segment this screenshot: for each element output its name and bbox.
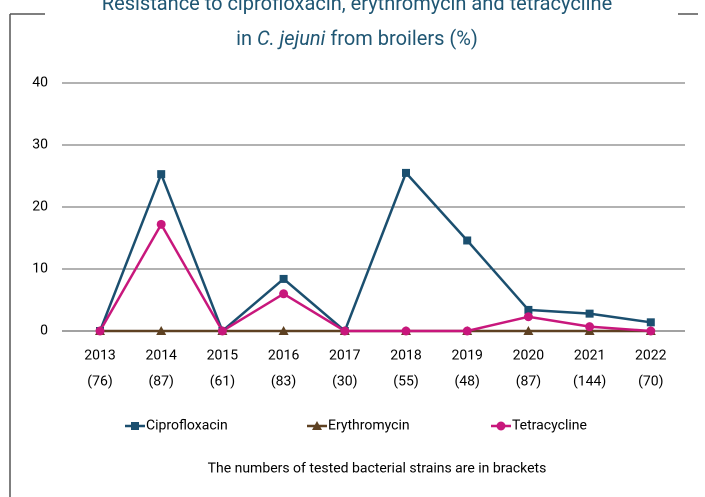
marker-circle <box>156 219 166 229</box>
marker-circle <box>496 421 506 431</box>
x-tick-sublabel: (83) <box>271 374 296 390</box>
marker-square <box>131 422 139 430</box>
marker-square <box>402 168 410 177</box>
x-tick-sublabel: (55) <box>393 374 418 390</box>
marker-square <box>585 309 594 318</box>
marker-triangle <box>523 326 534 335</box>
x-tick-sublabel: (30) <box>332 374 357 390</box>
x-tick-sublabel: (48) <box>454 374 479 390</box>
x-tick-label: 2019 <box>451 348 482 364</box>
x-tick-sublabel: (87) <box>148 374 173 390</box>
title-part: from broilers (%) <box>325 26 477 50</box>
legend-label: Ciprofloxacin <box>146 418 228 434</box>
footnote: The numbers of tested bacterial strains … <box>208 461 547 477</box>
marker-circle <box>279 289 289 299</box>
series-line <box>98 221 651 333</box>
legend-item: Ciprofloxacin <box>125 418 228 434</box>
x-tick-label: 2014 <box>145 348 177 364</box>
title-part: Resistance to ciprofloxacin, erythromyci… <box>102 0 612 15</box>
x-tick-label: 2013 <box>84 348 115 364</box>
x-tick-label: 2016 <box>268 348 300 364</box>
x-tick-sublabel: (61) <box>210 374 235 390</box>
y-tick-label: 0 <box>40 323 48 339</box>
marker-circle <box>646 326 656 336</box>
marker-circle <box>523 312 533 322</box>
title-part: C. jejuni <box>257 26 326 50</box>
marker-square <box>646 318 655 327</box>
chart-title: Resistance to ciprofloxacin, erythromyci… <box>102 0 612 15</box>
x-tick-label: 2015 <box>207 348 239 364</box>
y-tick-label: 20 <box>32 199 48 215</box>
series-line <box>98 170 651 334</box>
marker-square <box>279 274 288 283</box>
marker-circle <box>340 326 350 336</box>
y-tick-label: 40 <box>32 75 48 91</box>
marker-circle <box>462 326 472 336</box>
x-tick-sublabel: (76) <box>87 374 112 390</box>
marker-circle <box>401 326 411 336</box>
title-part: in <box>236 26 257 50</box>
y-tick-label: 30 <box>32 137 48 153</box>
x-tick-sublabel: (144) <box>573 374 606 390</box>
marker-square <box>524 305 533 314</box>
x-tick-label: 2021 <box>574 348 605 364</box>
x-tick-label: 2020 <box>513 348 545 364</box>
legend-label: Erythromycin <box>328 418 410 434</box>
legend-item: Tetracycline <box>491 418 587 434</box>
marker-circle <box>95 326 105 336</box>
legend-item: Erythromycin <box>307 418 410 434</box>
legend-label: Tetracycline <box>512 418 587 434</box>
marker-triangle <box>312 421 322 430</box>
marker-triangle <box>156 326 167 335</box>
marker-circle <box>217 326 227 336</box>
marker-square <box>463 236 472 245</box>
y-tick-label: 10 <box>32 261 48 277</box>
marker-circle <box>585 322 595 332</box>
x-tick-label: 2018 <box>390 348 422 364</box>
x-tick-sublabel: (87) <box>516 374 541 390</box>
frame <box>9 13 698 497</box>
x-tick-sublabel: (70) <box>638 374 663 390</box>
marker-square <box>157 170 166 179</box>
x-tick-label: 2017 <box>329 348 361 364</box>
chart-title: in C. jejuni from broilers (%) <box>236 26 478 50</box>
marker-triangle <box>278 326 289 335</box>
x-tick-label: 2022 <box>635 348 667 364</box>
